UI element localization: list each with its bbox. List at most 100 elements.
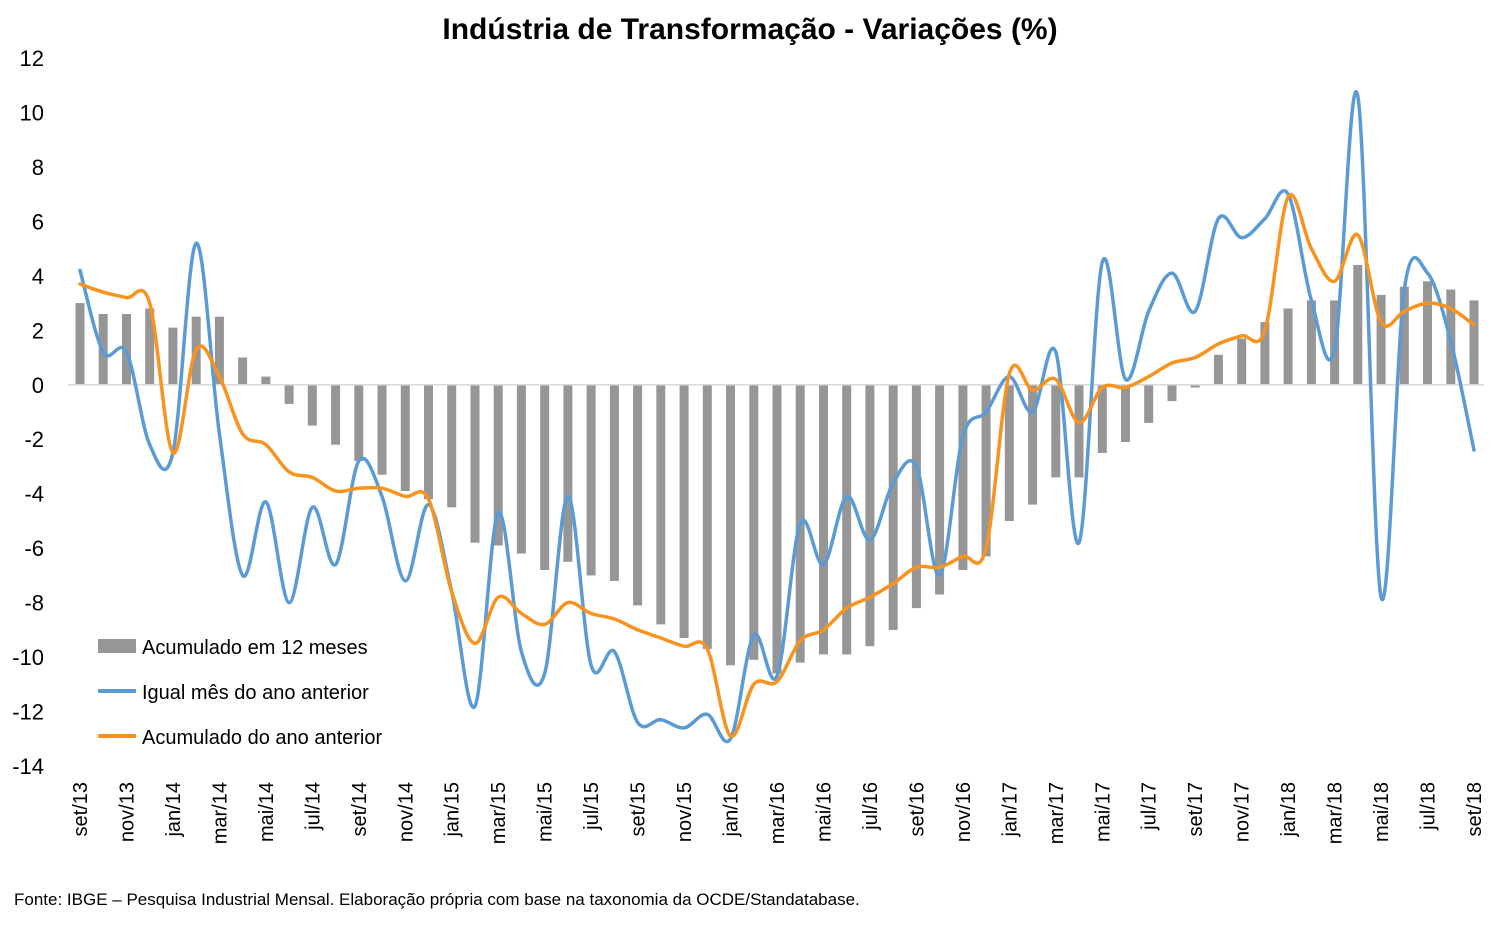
bar-dez-14 <box>424 384 433 500</box>
bar-ago-17 <box>1167 384 1177 402</box>
x-tick-label: jul/14 <box>302 782 324 831</box>
x-tick-label: set/13 <box>70 782 92 836</box>
bar-abr-14 <box>238 357 248 385</box>
y-tick-label: 12 <box>20 46 44 71</box>
chart-title: Indústria de Transformação - Variações (… <box>442 13 1057 46</box>
y-tick-label: 6 <box>32 209 44 234</box>
bar-abr-18 <box>1353 265 1363 385</box>
y-tick-label: -6 <box>24 536 44 561</box>
y-tick-label: 8 <box>32 155 44 180</box>
x-tick-label: jan/14 <box>163 782 185 838</box>
x-tick-label: mar/15 <box>488 782 510 844</box>
line-series <box>78 90 1476 744</box>
x-tick-label: set/18 <box>1464 782 1486 836</box>
bar-out-17 <box>1213 354 1223 385</box>
x-tick-label: jul/17 <box>1139 782 1161 831</box>
x-tick-label: set/15 <box>628 782 650 836</box>
bar-nov-15 <box>679 384 689 638</box>
x-tick-label: mar/18 <box>1325 782 1347 844</box>
legend: Acumulado em 12 meses Igual mês do ano an… <box>98 637 382 749</box>
bar-jan-18 <box>1283 308 1293 385</box>
bar-set-16 <box>911 384 921 609</box>
bar-mar-17 <box>1051 384 1061 478</box>
legend-label: Igual mês do ano anterior <box>142 682 369 704</box>
bar-dez-16 <box>981 384 991 557</box>
bar-jan-14 <box>168 327 178 385</box>
bar-out-16 <box>935 384 945 595</box>
y-tick-label: 0 <box>32 373 44 398</box>
x-tick-label: jan/15 <box>442 782 464 838</box>
bar-mai-18 <box>1376 294 1386 385</box>
bar-fev-17 <box>1028 384 1038 505</box>
y-tick-label: 4 <box>32 264 44 289</box>
x-tick-label: jul/16 <box>860 782 882 831</box>
x-tick-label: set/17 <box>1185 782 1207 836</box>
x-tick-label: nov/15 <box>674 782 696 842</box>
bar-mar-15 <box>493 384 503 546</box>
bar-jul-17 <box>1144 384 1154 423</box>
y-tick-label: 2 <box>32 318 44 343</box>
bar-jun-14 <box>284 384 294 404</box>
bar-fev-16 <box>749 384 759 660</box>
bar-mar-16 <box>772 384 782 674</box>
bar-dez-17 <box>1260 322 1270 385</box>
bar-abr-17 <box>1074 384 1084 478</box>
y-tick-label: -8 <box>24 591 44 616</box>
bar-dez-13 <box>145 308 155 385</box>
x-tick-label: mar/14 <box>209 782 231 844</box>
bar-ago-16 <box>888 384 898 630</box>
x-axis-ticks: set/13 nov/13 jan/14 mar/14 mai/14 jul/14 set/… <box>70 782 1486 844</box>
x-tick-label: mai/17 <box>1092 782 1114 842</box>
bar-jan-17 <box>1004 384 1014 521</box>
bar-mai-14 <box>261 376 271 385</box>
bar-jul-14 <box>307 384 317 426</box>
bar-set-18 <box>1469 300 1479 385</box>
x-tick-label: mar/17 <box>1046 782 1068 844</box>
bar-series <box>75 265 1479 674</box>
bar-jul-15 <box>586 384 596 576</box>
bar-set-14 <box>354 384 364 461</box>
x-tick-label: mai/14 <box>256 782 278 842</box>
x-tick-label: jul/15 <box>581 782 603 831</box>
bar-nov-17 <box>1237 338 1247 385</box>
x-tick-label: jul/18 <box>1418 782 1440 831</box>
bar-mar-14 <box>214 316 224 385</box>
x-tick-label: mar/16 <box>767 782 789 844</box>
bar-jan-15 <box>447 384 457 508</box>
bar-out-15 <box>656 384 666 625</box>
bar-dez-15 <box>702 384 712 649</box>
line-acumulado-ano <box>78 192 1476 738</box>
y-tick-label: -4 <box>24 482 44 507</box>
bar-abr-15 <box>516 384 526 554</box>
bar-out-14 <box>377 384 387 475</box>
bar-set-13 <box>75 303 85 385</box>
x-tick-label: nov/16 <box>953 782 975 842</box>
x-tick-label: nov/13 <box>116 782 138 842</box>
bar-ago-15 <box>609 384 619 581</box>
bar-fev-18 <box>1306 300 1316 385</box>
bar-jun-16 <box>842 384 852 655</box>
source-note: Fonte: IBGE – Pesquisa Industrial Mensal… <box>14 890 860 909</box>
bar-fev-15 <box>470 384 480 543</box>
legend-label: Acumulado em 12 meses <box>142 637 368 659</box>
x-tick-label: nov/17 <box>1232 782 1254 842</box>
y-axis-ticks: 12 10 8 6 4 2 0 -2 -4 -6 -8 -10 -12 -14 <box>12 46 44 779</box>
bar-mai-16 <box>819 384 828 655</box>
bar-jan-16 <box>726 384 735 666</box>
bar-ago-14 <box>331 384 341 445</box>
x-tick-label: jan/17 <box>999 782 1021 838</box>
bar-jun-18 <box>1399 286 1409 385</box>
legend-swatch-bar <box>98 639 136 653</box>
y-tick-label: -14 <box>12 754 44 779</box>
x-tick-label: mai/18 <box>1371 782 1393 842</box>
x-tick-label: mai/16 <box>813 782 835 842</box>
y-tick-label: -2 <box>24 427 44 452</box>
x-tick-label: mai/15 <box>535 782 557 842</box>
bar-jun-15 <box>563 384 573 562</box>
y-tick-label: -10 <box>12 645 44 670</box>
bar-nov-16 <box>958 384 968 570</box>
bar-nov-14 <box>400 384 410 491</box>
bar-mai-15 <box>540 384 550 570</box>
x-tick-label: set/16 <box>906 782 928 836</box>
